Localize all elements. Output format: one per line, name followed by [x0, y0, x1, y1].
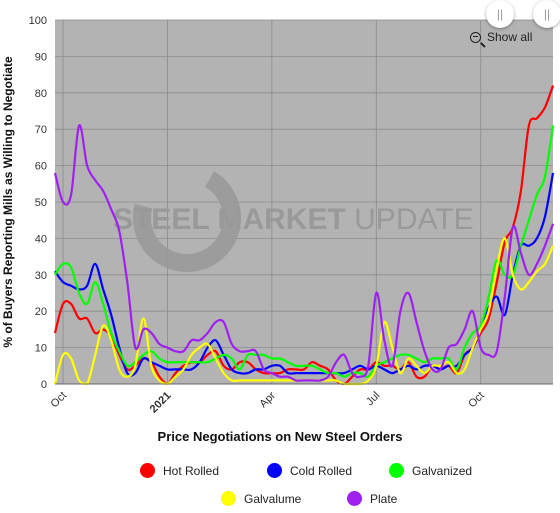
y-tick-label: 30: [35, 270, 47, 282]
y-tick-label: 0: [41, 379, 47, 391]
range-handle-left[interactable]: ||: [486, 0, 514, 28]
y-axis-label: % of Buyers Reporting Mills as Willing t…: [1, 56, 15, 348]
legend-label-cold-rolled: Cold Rolled: [290, 463, 353, 478]
handle-right-grip-icon: ||: [543, 7, 551, 21]
legend-swatch-hot-rolled: [140, 463, 155, 478]
y-tick-label: 50: [35, 197, 47, 209]
x-tick-label: Apr: [257, 389, 278, 410]
y-tick-label: 100: [29, 15, 47, 27]
handle-left-grip-icon: ||: [496, 7, 504, 21]
watermark-text: STEEL MARKET UPDATE: [113, 203, 474, 236]
legend-swatch-plate: [347, 491, 362, 506]
grid-lines: [55, 19, 553, 385]
y-tick-label: 70: [35, 124, 47, 136]
y-tick-label: 20: [35, 306, 47, 318]
x-tick-label: Oct: [466, 390, 487, 411]
legend-item-plate[interactable]: Plate: [347, 491, 397, 506]
y-tick-label: 10: [35, 343, 47, 355]
series-line-plate[interactable]: [53, 124, 555, 382]
legend-item-galvalume[interactable]: Galvalume: [221, 491, 301, 506]
legend-swatch-cold-rolled: [267, 463, 282, 478]
x-tick-label: 2021: [148, 390, 174, 416]
y-tick-label: 60: [35, 161, 47, 173]
series-line-cold-rolled[interactable]: [54, 172, 555, 377]
legend-label-plate: Plate: [370, 491, 398, 506]
series-line-galvanized[interactable]: [54, 125, 555, 378]
watermark-ring-icon: [133, 164, 241, 272]
legend-item-cold-rolled[interactable]: Cold Rolled: [267, 463, 352, 478]
zoom-out-icon: [470, 31, 481, 43]
legend-label-galvanized: Galvanized: [412, 463, 473, 478]
legend-label-hot-rolled: Hot Rolled: [163, 463, 220, 478]
x-tick-label: Jul: [364, 390, 382, 408]
legend-swatch-galvanized: [389, 463, 404, 478]
series-layer: [53, 85, 555, 386]
show-all-button[interactable]: Show all: [470, 30, 532, 44]
x-axis-label: Price Negotiations on New Steel Orders: [157, 429, 403, 444]
legend-label-galvalume: Galvalume: [244, 491, 302, 506]
x-tick-label: Oct: [49, 390, 70, 411]
legend-item-hot-rolled[interactable]: Hot Rolled: [140, 463, 219, 478]
show-all-label: Show all: [487, 30, 533, 44]
legend-swatch-galvalume: [221, 491, 236, 506]
watermark-logo: STEEL MARKET UPDATE: [113, 164, 474, 272]
y-tick-label: 90: [35, 51, 47, 63]
y-tick-label: 80: [35, 88, 47, 100]
range-handle-right[interactable]: ||: [533, 0, 560, 28]
y-tick-label: 40: [35, 233, 47, 245]
legend-item-galvanized[interactable]: Galvanized: [389, 463, 472, 478]
